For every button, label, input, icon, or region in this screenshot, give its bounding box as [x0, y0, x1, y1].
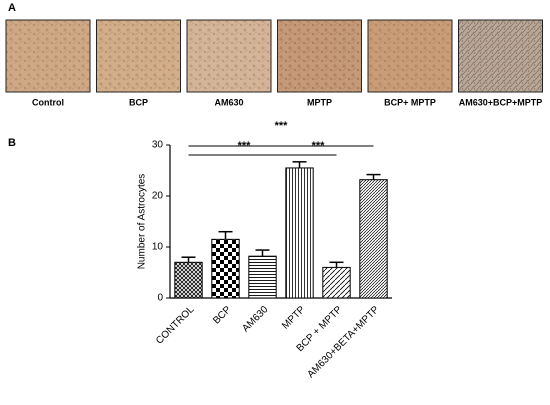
micrograph-texture — [277, 20, 362, 92]
y-tick-label: 20 — [152, 191, 164, 202]
panel-label: B — [8, 137, 16, 149]
y-tick-label: 30 — [152, 140, 164, 151]
image-caption: MPTP — [307, 97, 332, 107]
image-caption: AM630+BCP+MPTP — [459, 97, 543, 107]
image-caption: Control — [32, 97, 64, 107]
image-caption: BCP — [129, 97, 148, 107]
x-tick-label: AM630+BETA+MPTP — [305, 304, 381, 380]
micrograph-texture — [96, 20, 181, 92]
y-tick-label: 10 — [152, 242, 164, 253]
significance-label: *** — [275, 120, 289, 132]
micrograph-texture — [187, 20, 271, 92]
bar — [174, 261, 203, 299]
bar — [211, 238, 240, 299]
y-tick-label: 0 — [157, 293, 163, 304]
micrograph-texture — [6, 20, 90, 92]
significance-label: *** — [312, 140, 326, 152]
x-tick-label: CONTROL — [154, 304, 197, 347]
micrograph-texture — [458, 20, 543, 92]
bar — [248, 255, 277, 299]
image-caption: AM630 — [214, 97, 243, 107]
micrograph-texture — [368, 20, 452, 92]
image-caption: BCP+ MPTP — [384, 97, 436, 107]
significance-label: *** — [238, 140, 252, 152]
x-tick-label: MPTP — [280, 304, 308, 332]
x-tick-label: BCP — [211, 304, 234, 327]
bar — [285, 167, 314, 299]
y-axis-label: Number of Astrocytes — [137, 174, 148, 270]
x-tick-label: AM630 — [240, 304, 270, 334]
panel-label: A — [8, 2, 16, 14]
bar — [322, 266, 351, 299]
bar — [359, 179, 388, 299]
